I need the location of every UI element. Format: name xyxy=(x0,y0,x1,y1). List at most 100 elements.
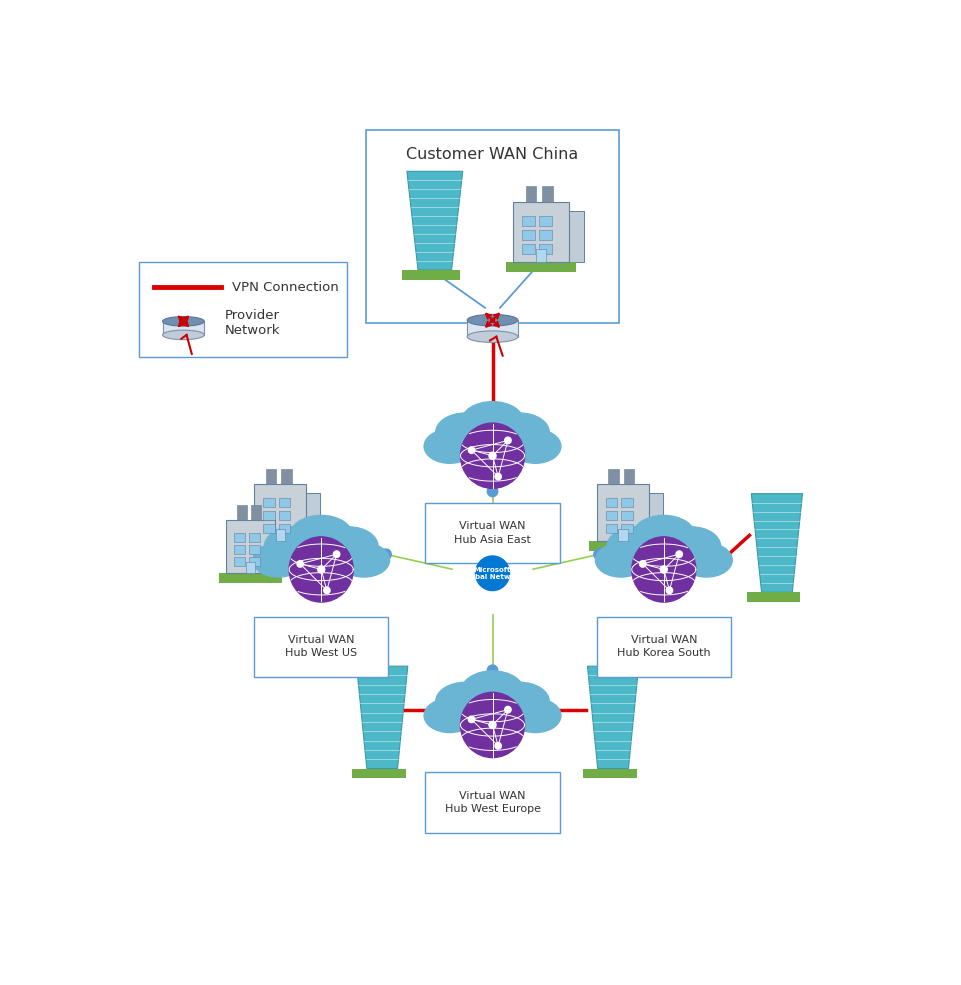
FancyBboxPatch shape xyxy=(226,520,275,573)
Polygon shape xyxy=(752,493,802,592)
Ellipse shape xyxy=(491,413,550,452)
FancyBboxPatch shape xyxy=(263,497,275,507)
Ellipse shape xyxy=(264,527,323,565)
FancyBboxPatch shape xyxy=(605,524,617,533)
FancyBboxPatch shape xyxy=(621,524,632,533)
Circle shape xyxy=(318,566,325,573)
Circle shape xyxy=(487,665,498,676)
FancyBboxPatch shape xyxy=(605,510,617,520)
FancyBboxPatch shape xyxy=(513,202,569,262)
FancyBboxPatch shape xyxy=(523,230,534,240)
Circle shape xyxy=(631,537,696,602)
FancyBboxPatch shape xyxy=(467,320,518,337)
FancyBboxPatch shape xyxy=(282,469,292,485)
FancyBboxPatch shape xyxy=(263,510,275,520)
Text: Microsoft
Global Network: Microsoft Global Network xyxy=(462,566,523,580)
Polygon shape xyxy=(587,666,639,768)
FancyBboxPatch shape xyxy=(234,533,245,542)
FancyBboxPatch shape xyxy=(403,270,460,280)
Circle shape xyxy=(490,318,495,322)
Ellipse shape xyxy=(284,547,357,577)
Ellipse shape xyxy=(253,543,304,577)
Circle shape xyxy=(324,587,330,594)
Ellipse shape xyxy=(491,683,550,721)
Ellipse shape xyxy=(435,683,494,721)
FancyBboxPatch shape xyxy=(254,617,388,677)
FancyBboxPatch shape xyxy=(247,541,313,551)
Ellipse shape xyxy=(289,515,353,558)
Ellipse shape xyxy=(628,547,701,577)
Circle shape xyxy=(594,549,604,559)
FancyBboxPatch shape xyxy=(618,529,628,541)
Polygon shape xyxy=(357,666,407,768)
Ellipse shape xyxy=(681,543,732,577)
FancyBboxPatch shape xyxy=(273,528,287,573)
Ellipse shape xyxy=(509,698,561,733)
FancyBboxPatch shape xyxy=(279,524,290,533)
FancyBboxPatch shape xyxy=(236,505,247,520)
Ellipse shape xyxy=(467,314,518,326)
FancyBboxPatch shape xyxy=(251,505,261,520)
Ellipse shape xyxy=(467,331,518,343)
Ellipse shape xyxy=(460,671,525,713)
Circle shape xyxy=(468,447,475,453)
FancyBboxPatch shape xyxy=(249,545,259,554)
Circle shape xyxy=(297,560,304,567)
FancyBboxPatch shape xyxy=(426,772,559,832)
FancyBboxPatch shape xyxy=(219,573,283,583)
Ellipse shape xyxy=(424,429,476,463)
Ellipse shape xyxy=(162,330,205,340)
FancyBboxPatch shape xyxy=(138,262,347,358)
FancyBboxPatch shape xyxy=(265,469,276,485)
Circle shape xyxy=(333,551,340,558)
FancyBboxPatch shape xyxy=(263,524,275,533)
Text: Virtual WAN
Hub Asia East: Virtual WAN Hub Asia East xyxy=(455,521,530,545)
FancyBboxPatch shape xyxy=(249,558,259,566)
Circle shape xyxy=(666,587,673,594)
Text: Virtual WAN
Hub Korea South: Virtual WAN Hub Korea South xyxy=(617,635,710,658)
Ellipse shape xyxy=(338,543,389,577)
FancyBboxPatch shape xyxy=(162,321,205,335)
Circle shape xyxy=(460,424,525,489)
Ellipse shape xyxy=(456,433,530,464)
Circle shape xyxy=(505,437,511,443)
Circle shape xyxy=(476,556,509,591)
Circle shape xyxy=(676,551,682,558)
FancyBboxPatch shape xyxy=(279,510,290,520)
FancyBboxPatch shape xyxy=(608,469,619,485)
FancyBboxPatch shape xyxy=(624,469,634,485)
Text: Virtual WAN
Hub West US: Virtual WAN Hub West US xyxy=(285,635,357,658)
FancyBboxPatch shape xyxy=(748,592,801,602)
FancyBboxPatch shape xyxy=(234,545,245,554)
Circle shape xyxy=(487,486,498,496)
FancyBboxPatch shape xyxy=(305,492,320,541)
Circle shape xyxy=(460,692,525,757)
FancyBboxPatch shape xyxy=(589,541,656,551)
Circle shape xyxy=(495,474,502,480)
FancyBboxPatch shape xyxy=(523,216,534,227)
Circle shape xyxy=(381,549,391,559)
FancyBboxPatch shape xyxy=(366,130,619,323)
FancyBboxPatch shape xyxy=(539,230,552,240)
Ellipse shape xyxy=(596,543,647,577)
FancyBboxPatch shape xyxy=(621,497,632,507)
Ellipse shape xyxy=(424,698,476,733)
FancyBboxPatch shape xyxy=(279,497,290,507)
FancyBboxPatch shape xyxy=(583,768,636,778)
FancyBboxPatch shape xyxy=(523,244,534,254)
Text: Customer WAN China: Customer WAN China xyxy=(407,147,579,162)
Ellipse shape xyxy=(319,527,378,565)
Text: Virtual WAN
Hub West Europe: Virtual WAN Hub West Europe xyxy=(445,791,540,814)
FancyBboxPatch shape xyxy=(276,529,285,541)
Circle shape xyxy=(289,537,354,602)
FancyBboxPatch shape xyxy=(246,561,255,573)
FancyBboxPatch shape xyxy=(254,485,307,541)
Ellipse shape xyxy=(435,413,494,452)
FancyBboxPatch shape xyxy=(597,485,649,541)
FancyBboxPatch shape xyxy=(567,211,584,262)
FancyBboxPatch shape xyxy=(542,186,553,202)
FancyBboxPatch shape xyxy=(539,216,552,227)
Text: VPN Connection: VPN Connection xyxy=(232,281,338,294)
FancyBboxPatch shape xyxy=(648,492,663,541)
Text: Provider
Network: Provider Network xyxy=(225,309,280,337)
